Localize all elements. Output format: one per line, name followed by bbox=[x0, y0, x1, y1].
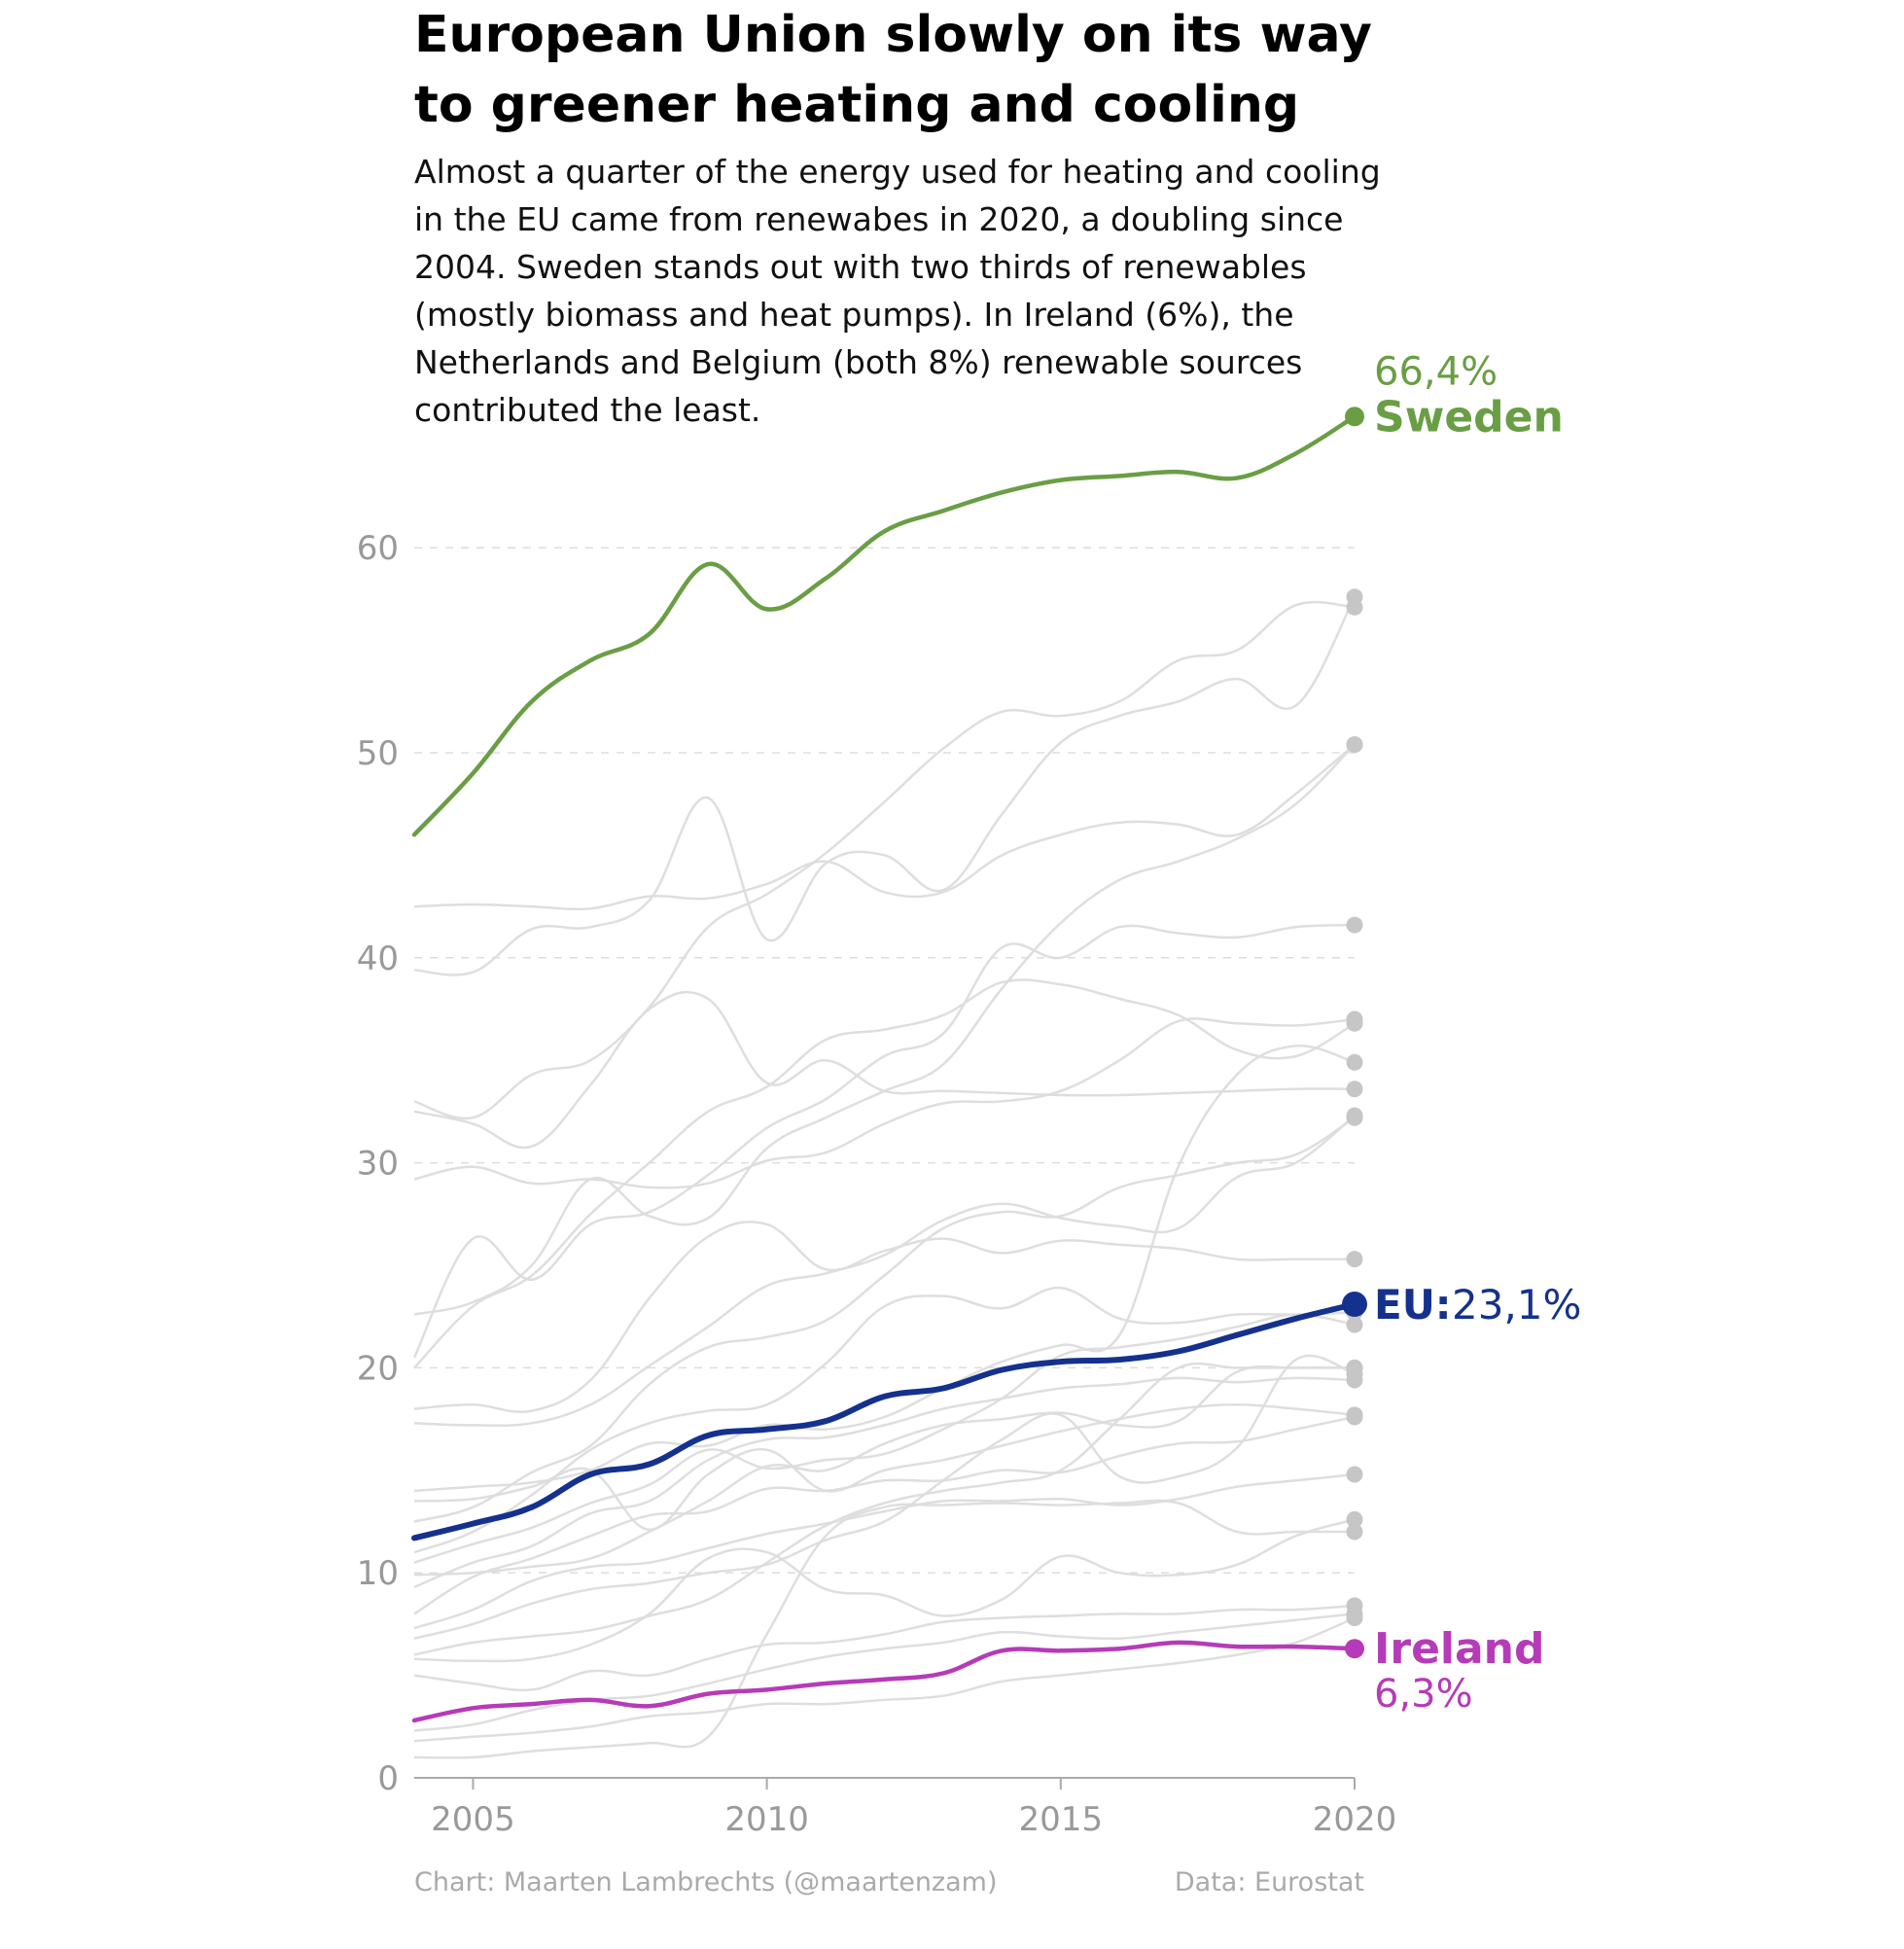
country-line-26 bbox=[413, 1499, 1355, 1759]
country-end-dot-12 bbox=[1346, 1053, 1363, 1071]
country-end-dot-4 bbox=[1346, 598, 1363, 616]
country-end-dot-18 bbox=[1346, 1408, 1363, 1426]
x-tick-label-2015: 2015 bbox=[1019, 1800, 1104, 1839]
country-end-dot-19 bbox=[1346, 1466, 1363, 1483]
eu-line bbox=[411, 1301, 1357, 1541]
ireland-line bbox=[411, 1640, 1357, 1723]
sweden-end-dot bbox=[1345, 407, 1364, 427]
eu-value-label: 23,1% bbox=[1452, 1281, 1581, 1329]
country-line-9 bbox=[413, 1221, 1355, 1413]
country-line-18 bbox=[413, 1415, 1356, 1615]
other-countries-lines bbox=[412, 588, 1363, 1759]
eu-name-label: EU: bbox=[1374, 1281, 1452, 1329]
country-end-dot-9 bbox=[1346, 1251, 1363, 1268]
chart-subtitle: Almost a quarter of the energy used for … bbox=[414, 153, 1381, 429]
eu-end-dot bbox=[1342, 1292, 1367, 1318]
country-line-13 bbox=[413, 1286, 1356, 1554]
country-end-dot-21 bbox=[1346, 1359, 1363, 1376]
y-tick-label-40: 40 bbox=[357, 939, 399, 978]
chart-title: European Union slowly on its way to gree… bbox=[414, 6, 1372, 134]
country-end-dot-7 bbox=[1346, 916, 1363, 934]
country-end-dot-25 bbox=[1346, 1610, 1363, 1627]
country-end-dot-14 bbox=[1346, 1316, 1363, 1333]
country-line-2 bbox=[413, 596, 1357, 976]
country-line-21 bbox=[413, 1362, 1355, 1656]
y-tick-label-50: 50 bbox=[357, 734, 399, 773]
sweden-name-label: Sweden bbox=[1374, 392, 1564, 442]
y-tick-label-0: 0 bbox=[377, 1759, 399, 1798]
data-source: Data: Eurostat bbox=[1174, 1867, 1364, 1897]
country-line-19 bbox=[413, 1472, 1356, 1630]
country-line-7 bbox=[412, 923, 1356, 1359]
country-line-3 bbox=[413, 990, 1356, 1150]
x-tick-label-2010: 2010 bbox=[724, 1800, 809, 1839]
y-tick-label-60: 60 bbox=[357, 529, 399, 568]
country-end-dot-11 bbox=[1346, 1109, 1363, 1126]
sweden-value-label: 66,4% bbox=[1374, 349, 1498, 394]
country-line-1 bbox=[413, 743, 1356, 911]
country-line-23 bbox=[413, 1604, 1356, 1692]
country-line-8 bbox=[413, 743, 1356, 1316]
country-line-10 bbox=[413, 1115, 1356, 1428]
y-tick-label-20: 20 bbox=[357, 1349, 399, 1388]
country-end-dot-3 bbox=[1346, 1081, 1363, 1098]
country-line-20 bbox=[413, 1354, 1356, 1640]
highlighted-series bbox=[411, 407, 1367, 1723]
ireland-name-label: Ireland bbox=[1374, 1624, 1545, 1674]
ireland-end-dot bbox=[1345, 1639, 1364, 1659]
country-line-22 bbox=[413, 1518, 1356, 1663]
country-line-6 bbox=[413, 978, 1356, 1369]
country-end-dot-8 bbox=[1346, 736, 1363, 754]
chart-credit: Chart: Maarten Lambrechts (@maartenzam) bbox=[414, 1867, 998, 1897]
sweden-line bbox=[411, 414, 1357, 837]
country-line-16 bbox=[413, 1376, 1356, 1589]
country-line-25 bbox=[413, 1616, 1356, 1743]
country-line-17 bbox=[413, 1403, 1356, 1532]
country-end-dot-6 bbox=[1346, 1014, 1363, 1032]
axes: 0 10 20 30 40 50 60 2005 2010 2015 2020 bbox=[357, 529, 1397, 1839]
y-tick-label-30: 30 bbox=[357, 1145, 399, 1184]
country-line-14 bbox=[413, 1313, 1356, 1564]
ireland-value-label: 6,3% bbox=[1374, 1672, 1473, 1717]
country-line-24 bbox=[413, 1612, 1356, 1732]
country-end-dot-26 bbox=[1346, 1523, 1363, 1541]
country-end-dot-22 bbox=[1346, 1510, 1363, 1528]
country-line-4 bbox=[413, 600, 1356, 1120]
country-line-11 bbox=[413, 1116, 1356, 1523]
x-tick-label-2020: 2020 bbox=[1313, 1800, 1397, 1839]
y-tick-label-10: 10 bbox=[357, 1554, 399, 1593]
x-tick-label-2005: 2005 bbox=[431, 1800, 515, 1839]
